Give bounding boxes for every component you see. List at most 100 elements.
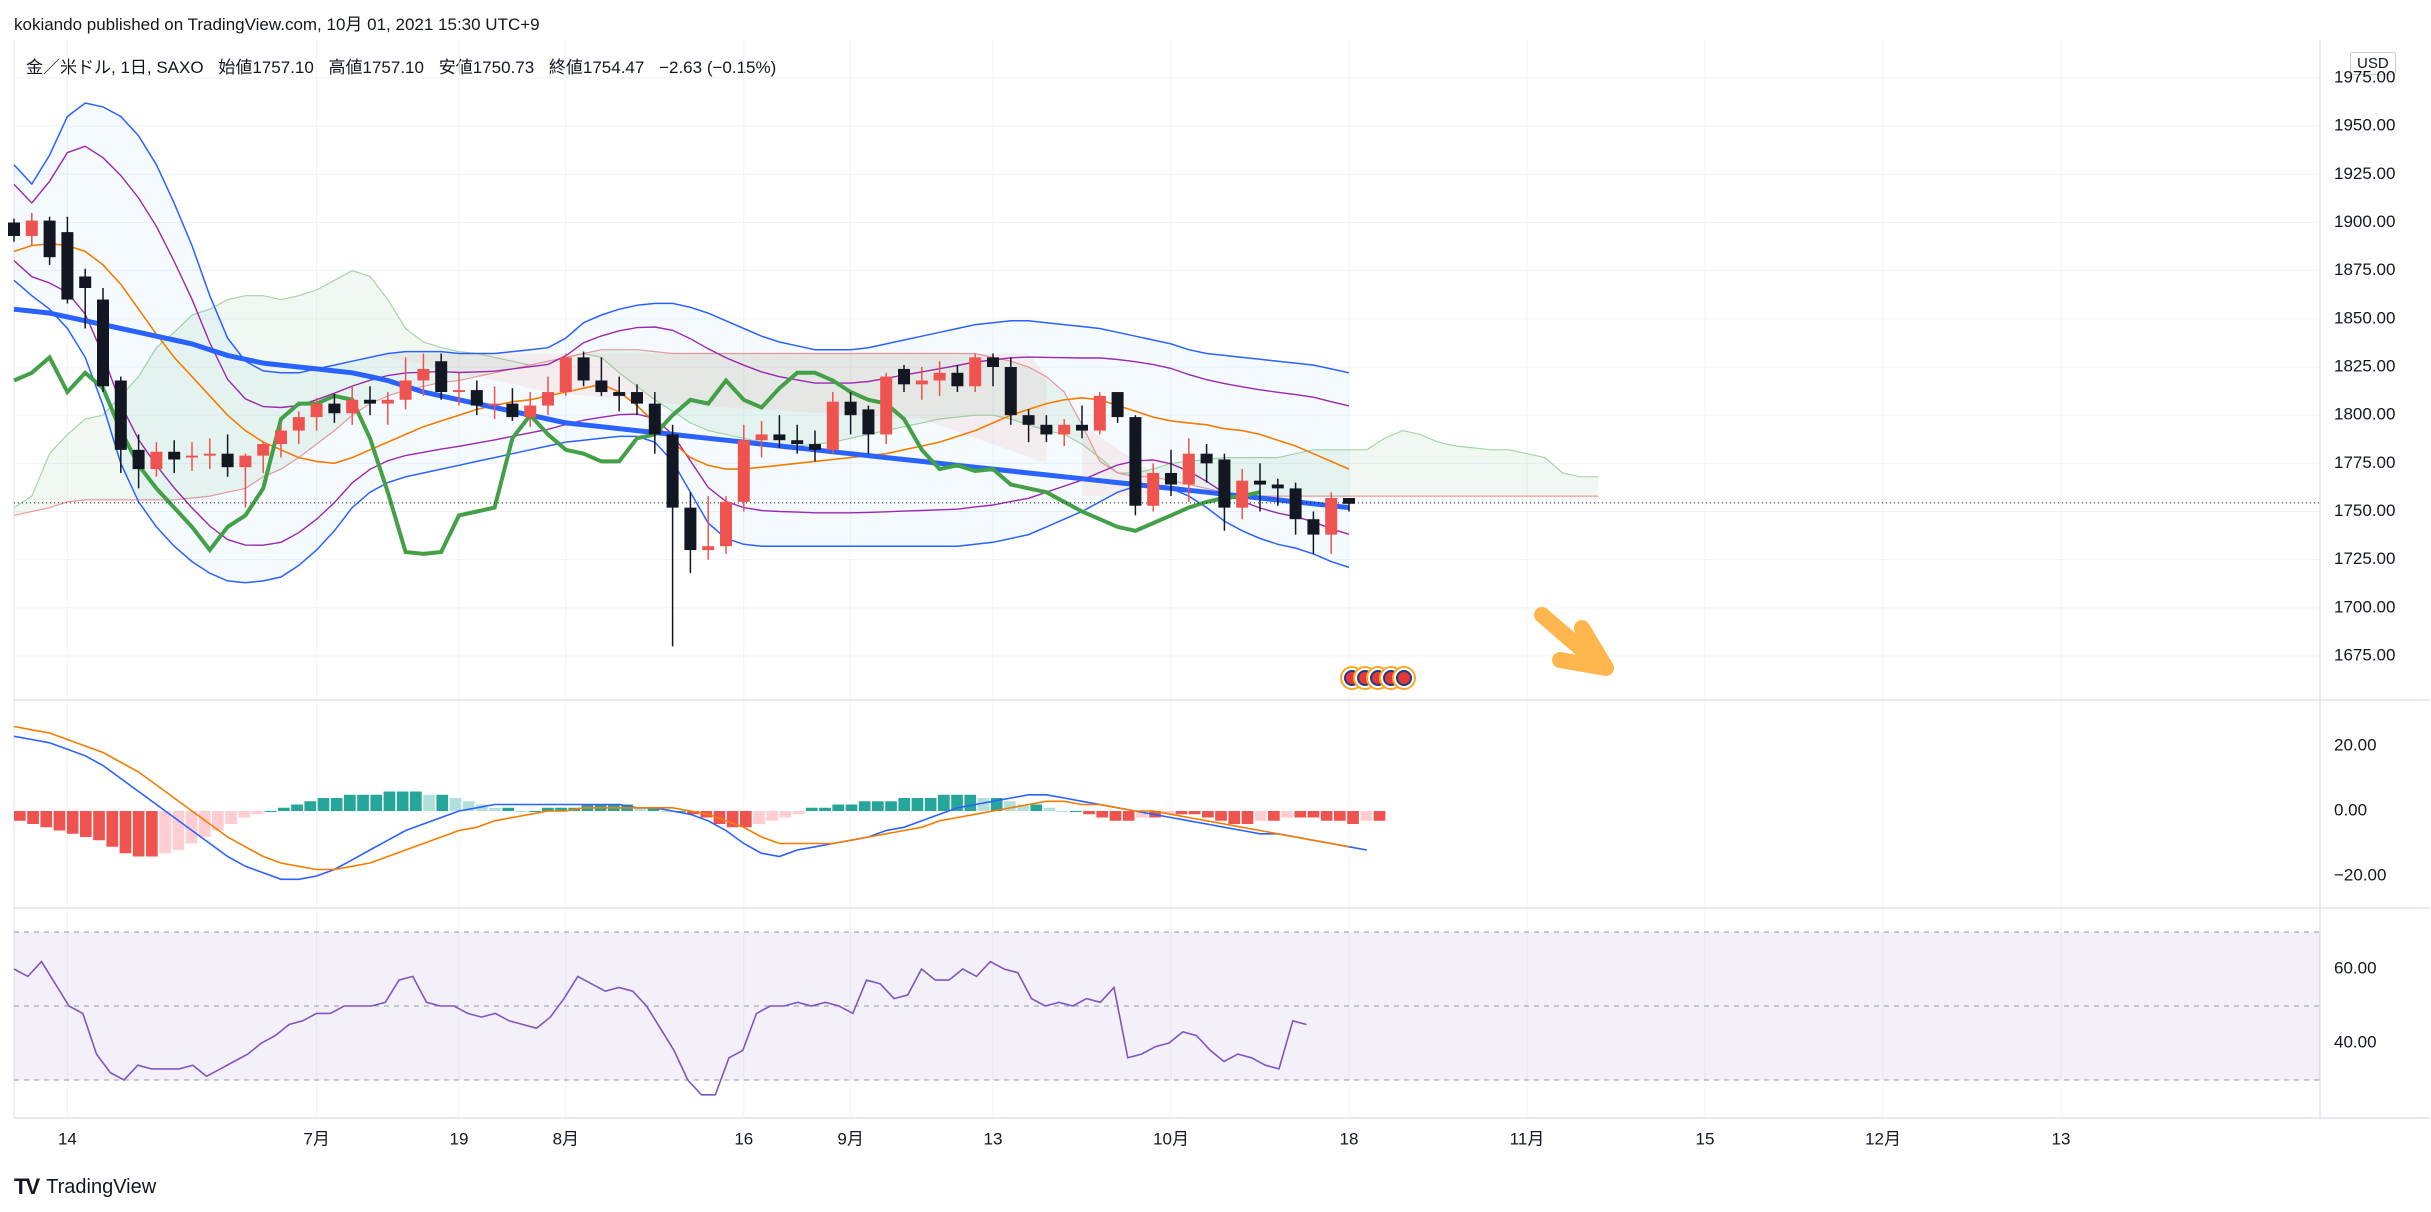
macd-histogram-bar [132, 811, 145, 857]
candle-body [257, 444, 270, 456]
candle-body [239, 455, 252, 468]
candle-body [524, 405, 537, 418]
macd-histogram-bar [1096, 811, 1109, 818]
candle-body [292, 417, 305, 431]
candle-body [435, 361, 448, 393]
candle-body [613, 392, 626, 396]
macd-histogram-bar [528, 811, 541, 812]
macd-histogram-bar [779, 811, 792, 818]
macd-histogram-bar [1241, 811, 1254, 824]
macd-pane [13, 725, 1386, 881]
macd-histogram-bar [1017, 804, 1029, 811]
cloud-fill-bear [370, 353, 1047, 464]
candle-body [168, 451, 181, 460]
macd-histogram-bar [515, 811, 528, 812]
rsi-pane [13, 931, 2320, 1096]
macd-histogram-bar [410, 791, 422, 811]
macd-histogram-bar [938, 794, 950, 811]
macd-histogram-bar [845, 804, 858, 811]
currency-badge[interactable]: USD [2350, 52, 2396, 75]
macd-histogram-bar [212, 811, 224, 831]
ma200-line [13, 306, 1350, 511]
time-tick-label: 16 [734, 1129, 753, 1148]
macd-histogram-bar [1109, 811, 1122, 821]
candle-body [1111, 392, 1124, 418]
candle-body [844, 401, 857, 416]
candle-body [737, 440, 750, 502]
macd-histogram-bar [383, 791, 396, 811]
macd-histogram-bar [476, 804, 488, 811]
macd-histogram-bar [238, 811, 251, 818]
price-tick-label: 1725.00 [2334, 549, 2395, 568]
candle-body [951, 372, 964, 387]
macd-histogram-bar [462, 801, 475, 811]
arrow-down-icon [1534, 607, 1614, 676]
candle-body [61, 232, 74, 300]
macd-histogram-bar [317, 798, 330, 811]
candle-body [809, 444, 821, 450]
macd-histogram-bar [1083, 811, 1095, 815]
bollinger-inner-lower [13, 260, 1350, 546]
macd-histogram-bar [726, 811, 739, 828]
candle-body [595, 380, 608, 393]
bollinger-upper [13, 102, 1350, 374]
candle-body [310, 403, 323, 418]
macd-tick-label: 20.00 [2334, 735, 2377, 754]
candle-body [791, 440, 804, 445]
macd-tick-label: −20.00 [2334, 865, 2386, 884]
rsi-tick-label: 60.00 [2334, 958, 2377, 977]
lagging-span [13, 354, 1261, 556]
macd-histogram-bar [1202, 811, 1214, 818]
price-tick-label: 1975.00 [2334, 67, 2395, 86]
rsi-tick-label: 40.00 [2334, 1032, 2377, 1051]
macd-histogram-bar [40, 811, 53, 828]
candle-body [773, 434, 786, 441]
candle-body [1076, 424, 1088, 431]
macd-histogram-bar [1122, 811, 1135, 821]
macd-histogram-bar [1334, 811, 1346, 821]
candle-body [1343, 498, 1355, 504]
macd-histogram-bar [357, 794, 369, 811]
time-tick-label: 18 [1340, 1129, 1359, 1148]
macd-histogram-bar [977, 798, 990, 811]
axes: 1975.00 1950.00 1925.00 1900.00 1875.00 1850.… [58, 67, 2396, 1148]
candle-body [1147, 472, 1160, 506]
candle-body [1307, 519, 1320, 535]
close-value: 終値1754.47 [548, 58, 645, 77]
macd-histogram-bar [832, 804, 845, 811]
candle-body [1236, 480, 1249, 508]
candle-body [275, 430, 287, 445]
macd-histogram-bar [172, 811, 185, 850]
macd-histogram-bar [1254, 811, 1267, 821]
candle-body [328, 403, 341, 414]
bollinger-fill [14, 103, 1349, 583]
macd-histogram-bar [924, 798, 937, 811]
macd-histogram-bar [106, 811, 119, 847]
macd-histogram-bar [225, 811, 237, 824]
candle-body [470, 390, 483, 406]
macd-histogram-bar [1281, 811, 1293, 818]
macd-histogram-bar [119, 811, 132, 854]
candle-body [1093, 395, 1106, 431]
candle-body [720, 501, 732, 547]
candle-body [1271, 484, 1284, 489]
footer-branding[interactable]: TV TradingView [14, 1174, 156, 1200]
candle-body [862, 409, 875, 435]
price-tick-label: 1850.00 [2334, 308, 2395, 327]
macd-histogram-bar [555, 807, 567, 811]
open-value: 始値1757.10 [218, 58, 314, 77]
rsi-line [13, 960, 1307, 1096]
candle-body [1022, 415, 1035, 425]
macd-histogram-bar [990, 798, 1003, 811]
tradingview-logo-icon: TV [14, 1174, 40, 1199]
time-tick-label: 11月 [1510, 1129, 1545, 1148]
macd-histogram-bar [660, 811, 673, 812]
change-value: −2.63 (−0.15%) [659, 58, 777, 77]
candle-body [79, 276, 92, 289]
macd-histogram-bar [687, 811, 699, 815]
price-tick-label: 1925.00 [2334, 164, 2395, 183]
macd-histogram-bar [291, 804, 303, 811]
symbol-name[interactable]: 金／米ドル, 1日, SAXO [26, 58, 204, 77]
candle-body [1200, 453, 1213, 464]
